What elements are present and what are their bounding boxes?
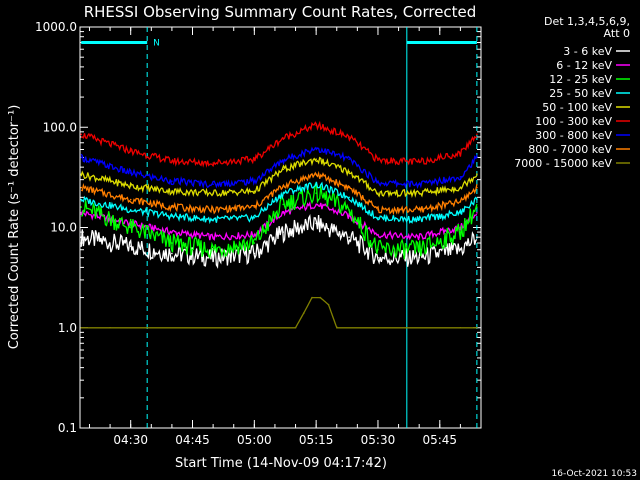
legend-label: 100 - 300 keV [535,115,612,128]
legend-label: 50 - 100 keV [542,101,612,114]
data-point [80,133,83,136]
series-50-100-kev [80,156,478,198]
data-point [80,206,83,208]
series-12-25-kev [80,183,478,260]
x-tick-label: 05:45 [422,433,457,447]
legend-label: 7000 - 15000 keV [514,157,612,170]
series-line [80,181,478,225]
plot-area: 0.1 1.0 10.0 100.0 1000.0 04:30 04:45 05:00 05:1… [35,20,482,447]
data-point [476,212,478,214]
data-point [476,173,478,176]
chart-title: RHESSI Observing Summary Count Rates, Co… [84,3,477,21]
y-tick-label: 1000.0 [35,20,77,34]
legend-label: 6 - 12 keV [556,59,612,72]
data-point [171,252,173,255]
data-point [476,236,478,239]
footer-timestamp: 16-Oct-2021 10:53 [552,469,637,479]
x-axis-label: Start Time (14-Nov-09 04:17:42) [175,456,387,471]
legend-header: Att 0 [604,27,630,40]
interval-label: N [153,39,160,49]
x-tick-label: 05:15 [299,433,334,447]
legend-label: 25 - 50 keV [549,87,612,100]
series-line [80,146,478,190]
data-point [348,236,350,239]
data-point [129,198,132,201]
series-line [80,156,478,198]
legend-label: 300 - 800 keV [535,129,612,142]
legend-label: 800 - 7000 keV [528,143,612,156]
data-point [348,158,350,161]
y-tick-label: 100.0 [43,120,77,134]
data-point [315,158,317,161]
data-point [476,133,478,136]
data-point [253,242,256,244]
x-tick-label: 05:00 [237,433,272,447]
data-point [348,196,350,199]
series-300-800-kev [80,146,478,190]
series-800-7000-kev [80,170,478,216]
series-line [81,120,478,168]
data-point [80,198,83,201]
legend-header: Det 1,3,4,5,6,9, [544,15,630,28]
series-line [80,213,478,269]
data-point [212,248,214,251]
series-7000-15000-kev [80,296,478,329]
y-tick-label: 0.1 [58,421,77,435]
data-point [80,156,83,159]
y-axis-label: Corrected Count Rate (s⁻¹ detector⁻¹) [7,105,22,350]
series-line [80,183,478,260]
x-tick-label: 04:45 [175,433,210,447]
y-tick-label: 1.0 [58,321,77,335]
data-point [171,180,173,182]
series-25-50-kev [80,181,478,225]
series-line [80,170,478,216]
y-tick-label: 10.0 [50,221,77,235]
x-tick-label: 04:30 [113,433,148,447]
series-line [81,296,477,329]
series-3-6-kev [80,213,478,269]
legend-label: 3 - 6 keV [563,45,612,58]
series-100-300-kev [80,120,478,168]
data-point [80,186,83,189]
legend-label: 12 - 25 keV [549,73,612,86]
x-tick-label: 05:30 [361,433,396,447]
